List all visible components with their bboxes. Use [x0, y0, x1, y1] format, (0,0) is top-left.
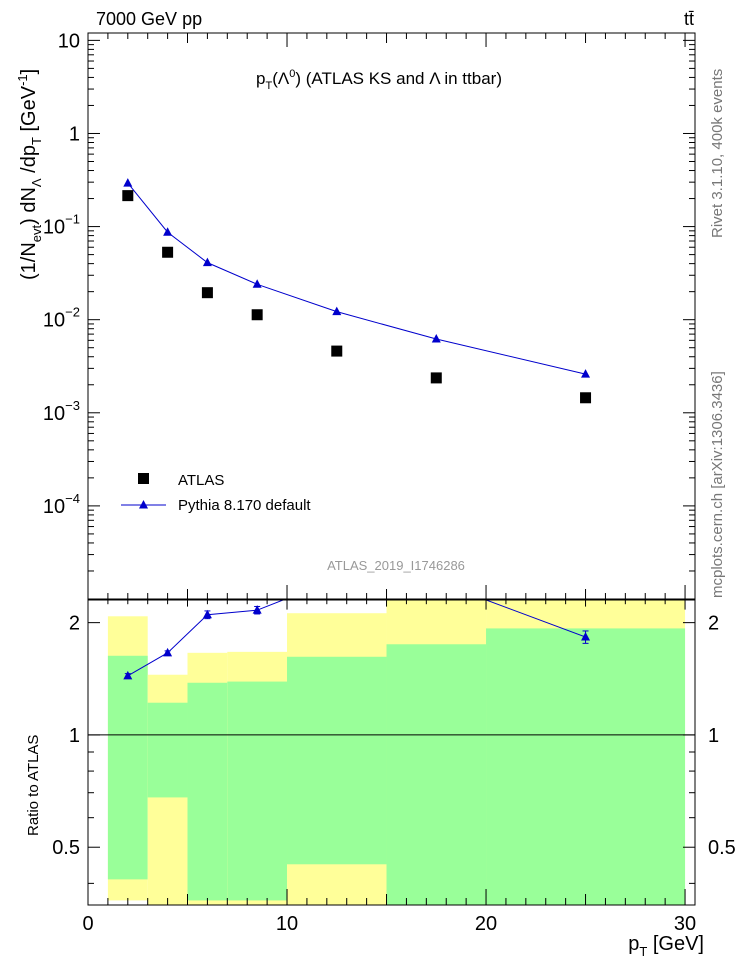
ratio-point [581, 632, 591, 641]
ratio-y-tick-label-right: 0.5 [708, 837, 736, 859]
pythia-point [332, 306, 342, 316]
pythia-point [123, 178, 133, 187]
pythia-point [202, 257, 212, 267]
ratio-y-axis-label: Ratio to ATLAS [25, 735, 42, 836]
ratio-plot-data [123, 574, 591, 680]
ratio-y-tick-label: 1 [69, 725, 80, 747]
main-panel-ticks [87, 33, 695, 600]
main-panel: 10 1 10−1 10−2 10−3 10−4 pT(Λ0) (ATLAS KS and… [15, 30, 696, 600]
inner-band [227, 681, 288, 901]
x-tick-label: 20 [475, 913, 497, 935]
x-tick-label: 10 [276, 913, 298, 935]
rivet-label: Rivet 3.1.10, 400k events [709, 69, 726, 238]
main-y-axis-label: (1/Nevt) dNΛ /dpT [GeV-1] [15, 69, 44, 280]
legend-atlas-marker [138, 473, 149, 484]
uncertainty-bands [107, 600, 686, 905]
y-tick-label: 10−4 [43, 491, 80, 518]
ratio-pythia-markers [123, 574, 591, 680]
pythia-point [431, 334, 441, 343]
ratio-point [432, 576, 441, 585]
legend-pythia-label: Pythia 8.170 default [178, 497, 311, 514]
atlas-point [122, 190, 134, 202]
atlas-point [251, 309, 263, 321]
inner-band [287, 656, 387, 865]
ratio-point [252, 605, 262, 614]
ratio-panel-frame [87, 599, 696, 906]
y-tick-label: 10−2 [43, 305, 80, 332]
x-tick-label: 0 [82, 913, 93, 935]
atlas-point [201, 287, 213, 299]
ratio-y-tick-label-right: 2 [708, 613, 719, 635]
atlas-markers [122, 190, 592, 404]
process-label: tt̄ [684, 9, 694, 29]
ratio-panel: 0.5 0.51 12 20 10 20 30 Ratio to ATLAS pT [GeV… [25, 574, 736, 959]
ratio-y-tick-label: 2 [69, 613, 80, 635]
pythia-point [581, 369, 591, 378]
atlas-point [580, 392, 592, 404]
inner-band [107, 655, 148, 880]
analysis-watermark: ATLAS_2019_I1746286 [327, 558, 465, 573]
ratio-point [123, 670, 133, 680]
inner-band [187, 682, 228, 901]
main-panel-frame [87, 32, 696, 600]
legend-atlas-label: ATLAS [178, 472, 224, 489]
y-tick-label: 10 [58, 30, 80, 52]
pythia-point [163, 227, 173, 236]
main-plot-data [122, 178, 592, 404]
ratio-point [332, 574, 341, 583]
pythia-markers [123, 178, 591, 378]
y-tick-label: 1 [69, 123, 80, 145]
atlas-point [331, 345, 343, 357]
legend: ATLAS Pythia 8.170 default [121, 472, 311, 514]
main-y-tick-labels: 10 1 10−1 10−2 10−3 10−4 [43, 30, 80, 518]
ratio-y-tick-label: 0.5 [52, 837, 80, 859]
y-tick-label: 10−1 [43, 212, 80, 239]
ratio-panel-ticks [87, 600, 695, 905]
legend-pythia-marker [139, 500, 148, 509]
ratio-point [202, 609, 212, 619]
x-axis-label: pT [GeV] [628, 933, 704, 959]
ratio-tick-labels: 0.5 0.51 12 20 10 20 30 [52, 613, 736, 935]
inner-band [486, 628, 686, 905]
energy-label: 7000 GeV pp [96, 9, 202, 29]
pythia-point [252, 279, 262, 288]
ratio-y-tick-label-right: 1 [708, 725, 719, 747]
x-tick-label: 30 [674, 913, 696, 935]
inner-band [147, 702, 188, 798]
y-tick-label: 10−3 [43, 398, 80, 425]
atlas-point [162, 246, 174, 258]
ratio-point [163, 647, 173, 657]
mcplots-label: mcplots.cern.ch [arXiv:1306.3436] [709, 371, 726, 598]
pythia-line [127, 182, 586, 375]
chart-title: pT(Λ0) (ATLAS KS and Λ in ttbar) [256, 68, 502, 92]
inner-band [386, 644, 487, 905]
atlas-point [430, 372, 442, 384]
